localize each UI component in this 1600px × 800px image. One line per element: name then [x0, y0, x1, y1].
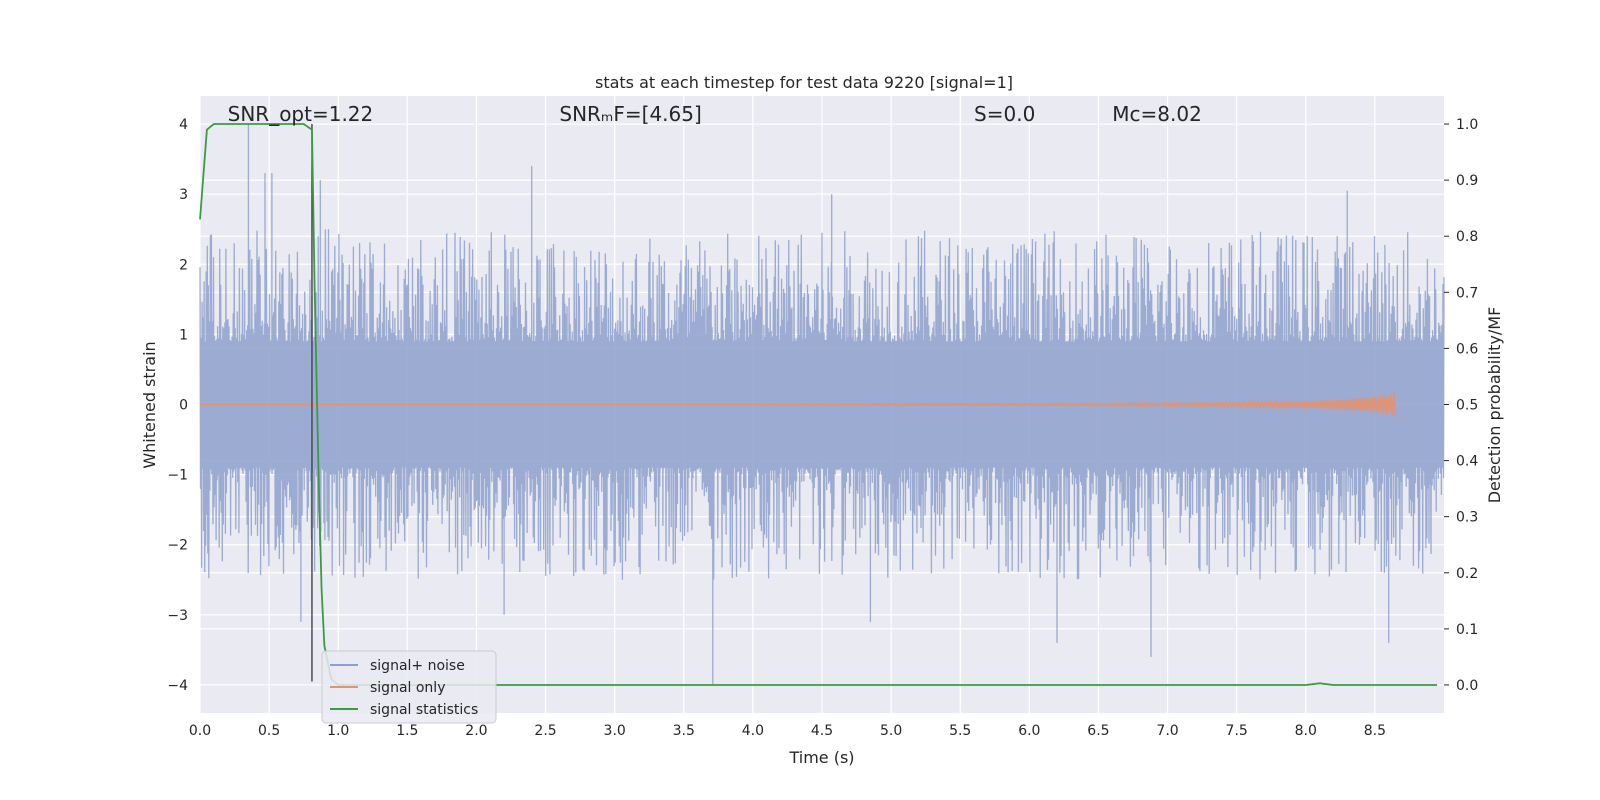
y-right-tick-label: 0.2 — [1456, 566, 1478, 582]
y-left-tick-label: −1 — [167, 468, 188, 484]
y-right-tick-label: 0.9 — [1456, 173, 1478, 189]
legend-label: signal only — [370, 680, 445, 696]
y-right-tick-label: 0.0 — [1456, 678, 1478, 694]
y-right-tick-label: 0.4 — [1456, 454, 1478, 470]
chart-title: stats at each timestep for test data 922… — [595, 73, 1013, 92]
y-right-tick-label: 0.7 — [1456, 285, 1478, 301]
y-right-tick-label: 0.8 — [1456, 229, 1478, 245]
y-right-tick-label: 0.5 — [1456, 398, 1478, 414]
x-tick-label: 2.5 — [534, 723, 556, 739]
legend-label: signal+ noise — [370, 658, 465, 674]
chart-annotation: SNRₘF=[4.65] — [559, 102, 701, 126]
x-tick-label: 0.5 — [258, 723, 280, 739]
x-tick-label: 3.5 — [673, 723, 695, 739]
legend-label: signal statistics — [370, 702, 478, 718]
y-left-tick-label: 2 — [179, 257, 188, 273]
x-tick-label: 5.5 — [949, 723, 971, 739]
x-tick-label: 1.5 — [396, 723, 418, 739]
y-right-tick-label: 0.3 — [1456, 510, 1478, 526]
y-right-axis-label: Detection probability/MF — [1485, 307, 1504, 504]
x-tick-label: 7.0 — [1156, 723, 1178, 739]
y-left-tick-label: −2 — [167, 538, 188, 554]
y-left-tick-label: 3 — [179, 187, 188, 203]
y-left-axis-label: Whitened strain — [140, 341, 159, 468]
x-tick-label: 8.0 — [1295, 723, 1317, 739]
x-tick-label: 1.0 — [327, 723, 349, 739]
y-left-tick-label: 0 — [179, 398, 188, 414]
chart-annotation: SNR_opt=1.22 — [228, 102, 374, 126]
legend: signal+ noise signal only signal statistic… — [321, 650, 497, 724]
x-tick-label: 2.0 — [465, 723, 487, 739]
y-right-tick-label: 0.1 — [1456, 622, 1478, 638]
x-tick-label: 6.0 — [1018, 723, 1040, 739]
x-tick-label: 7.5 — [1226, 723, 1248, 739]
x-axis-label: Time (s) — [788, 748, 854, 767]
y-left-tick-label: −4 — [167, 678, 188, 694]
series-signal-only — [200, 392, 1397, 417]
annotations: SNR_opt=1.22 SNRₘF=[4.65] S=0.0 Mᴄ=8.02 — [228, 102, 1202, 126]
y-left-tick-label: −3 — [167, 608, 188, 624]
y-right-tick-label: 1.0 — [1456, 117, 1478, 133]
y-left-tick-label: 4 — [179, 117, 188, 133]
x-tick-label: 6.5 — [1087, 723, 1109, 739]
x-tick-label: 4.5 — [811, 723, 833, 739]
x-tick-label: 3.0 — [604, 723, 626, 739]
x-tick-label: 5.0 — [880, 723, 902, 739]
y-right-tick-label: 0.6 — [1456, 341, 1478, 357]
y-left-axis-ticks: −4 −3 −2 −1 0 1 2 3 4 — [167, 117, 188, 694]
x-tick-label: 0.0 — [189, 723, 211, 739]
legend-box — [321, 650, 497, 724]
x-tick-label: 8.5 — [1364, 723, 1386, 739]
series-signal-noise — [199, 124, 1445, 685]
x-tick-label: 4.0 — [742, 723, 764, 739]
y-left-tick-label: 1 — [179, 327, 188, 343]
chart-annotation: S=0.0 — [974, 102, 1035, 126]
y-right-axis-ticks: 0.0 0.1 0.2 0.3 0.4 0.5 0.6 0.7 0.8 0.9 1.0 — [1444, 117, 1478, 694]
chart-annotation: Mᴄ=8.02 — [1112, 102, 1202, 126]
x-axis-ticks: 0.0 0.5 1.0 1.5 2.0 2.5 3.0 3.5 4.0 4.5 5.0 5.5 6.0 6… — [189, 723, 1386, 739]
